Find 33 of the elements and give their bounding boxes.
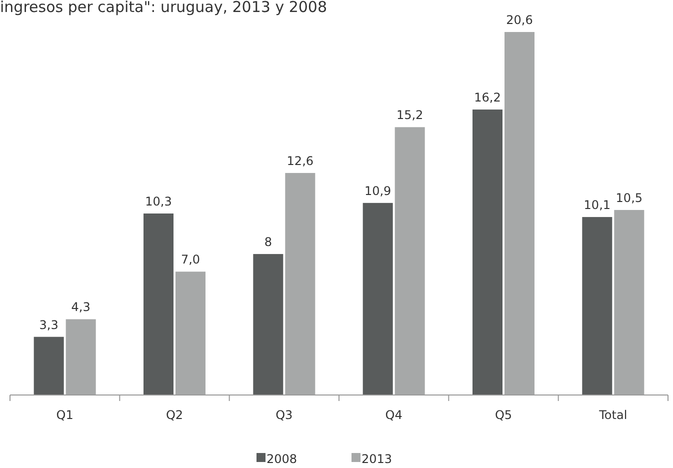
x-tick-label: Q5 bbox=[494, 408, 512, 422]
data-label: 7,0 bbox=[180, 252, 200, 267]
x-tick-label: Q2 bbox=[166, 408, 184, 422]
bar bbox=[253, 254, 284, 395]
chart-title: ingresos per capita": uruguay, 2013 y 2008 bbox=[0, 0, 328, 16]
bar bbox=[66, 319, 96, 395]
bar bbox=[472, 110, 502, 395]
data-label: 10,3 bbox=[145, 194, 172, 208]
data-label: 16,2 bbox=[474, 90, 501, 105]
data-label: 10,1 bbox=[584, 198, 611, 212]
bar bbox=[394, 127, 425, 395]
legend-label: 2008 bbox=[266, 452, 298, 466]
bar bbox=[176, 272, 206, 395]
bar bbox=[504, 32, 534, 395]
data-label: 15,2 bbox=[396, 108, 424, 122]
data-label: 8 bbox=[264, 235, 272, 250]
data-label: 20,6 bbox=[506, 13, 533, 27]
legend-label: 2013 bbox=[362, 452, 392, 466]
bar bbox=[144, 214, 174, 395]
bar bbox=[34, 336, 64, 395]
bar bbox=[362, 202, 393, 395]
data-label: 3,3 bbox=[39, 318, 58, 332]
bar bbox=[285, 172, 316, 395]
x-tick-label: Q1 bbox=[56, 408, 74, 422]
bar bbox=[582, 217, 612, 395]
x-tick-label: Total bbox=[598, 408, 628, 422]
x-tick-label: Q3 bbox=[276, 408, 293, 422]
data-label: 4,3 bbox=[71, 300, 90, 314]
data-label: 12,6 bbox=[286, 154, 314, 168]
data-label: 10,5 bbox=[616, 190, 643, 205]
x-tick-label: Q4 bbox=[385, 408, 402, 422]
bar bbox=[614, 210, 644, 395]
data-label: 10,9 bbox=[364, 184, 392, 198]
